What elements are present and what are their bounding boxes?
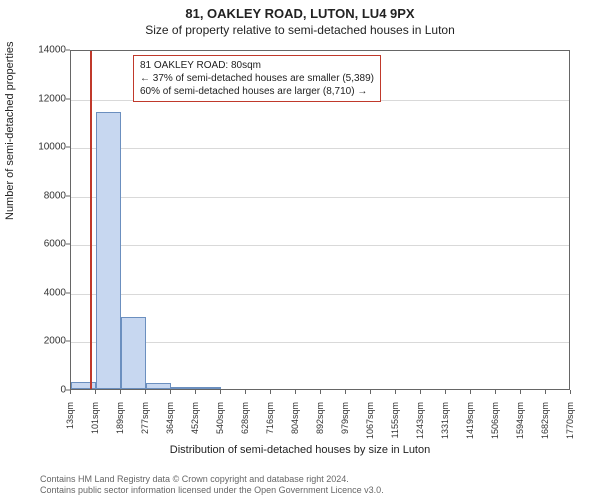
x-tick-mark [470,390,471,394]
gridline [71,294,569,295]
footer: Contains HM Land Registry data © Crown c… [0,474,600,497]
gridline [71,245,569,246]
gridline [71,197,569,198]
gridline [71,148,569,149]
histogram-bar [196,387,221,389]
plot-area: 81 OAKLEY ROAD: 80sqm← 37% of semi-detac… [70,50,570,390]
y-tick-mark [66,341,70,342]
x-tick-mark [370,390,371,394]
histogram-bar [71,382,96,389]
x-tick-mark [195,390,196,394]
y-tick-label: 14000 [16,45,66,56]
histogram-bar [146,383,171,389]
info-box-line: ← 37% of semi-detached houses are smalle… [140,72,374,85]
x-tick-mark [70,390,71,394]
chart: Number of semi-detached properties 81 OA… [0,40,600,460]
y-tick-label: 4000 [16,287,66,298]
y-tick-mark [66,98,70,99]
info-box-line: 60% of semi-detached houses are larger (… [140,85,374,98]
histogram-bar [171,387,196,389]
y-axis-label: Number of semi-detached properties [4,41,16,220]
x-tick-mark [95,390,96,394]
y-tick-label: 10000 [16,142,66,153]
y-tick-label: 0 [16,385,66,396]
y-tick-mark [66,147,70,148]
histogram-bar [96,112,121,389]
y-tick-label: 6000 [16,239,66,250]
x-tick-mark [220,390,221,394]
x-tick-mark [270,390,271,394]
x-tick-mark [570,390,571,394]
x-tick-mark [145,390,146,394]
y-tick-mark [66,50,70,51]
page-title: 81, OAKLEY ROAD, LUTON, LU4 9PX [0,6,600,21]
y-tick-label: 8000 [16,190,66,201]
histogram-bar [121,317,146,389]
info-box: 81 OAKLEY ROAD: 80sqm← 37% of semi-detac… [133,55,381,102]
x-tick-mark [495,390,496,394]
x-tick-mark [545,390,546,394]
x-tick-mark [295,390,296,394]
x-tick-mark [395,390,396,394]
page-subtitle: Size of property relative to semi-detach… [0,23,600,37]
x-tick-mark [345,390,346,394]
y-tick-label: 2000 [16,336,66,347]
x-tick-mark [320,390,321,394]
x-tick-mark [170,390,171,394]
property-marker-line [90,51,92,389]
x-tick-mark [120,390,121,394]
y-tick-mark [66,195,70,196]
x-tick-mark [420,390,421,394]
footer-line: Contains public sector information licen… [40,485,600,496]
y-tick-mark [66,292,70,293]
y-tick-label: 12000 [16,93,66,104]
footer-line: Contains HM Land Registry data © Crown c… [40,474,600,485]
x-tick-mark [520,390,521,394]
x-tick-mark [245,390,246,394]
x-axis-label: Distribution of semi-detached houses by … [0,444,600,456]
info-box-line: 81 OAKLEY ROAD: 80sqm [140,59,374,72]
x-tick-mark [445,390,446,394]
y-tick-mark [66,244,70,245]
